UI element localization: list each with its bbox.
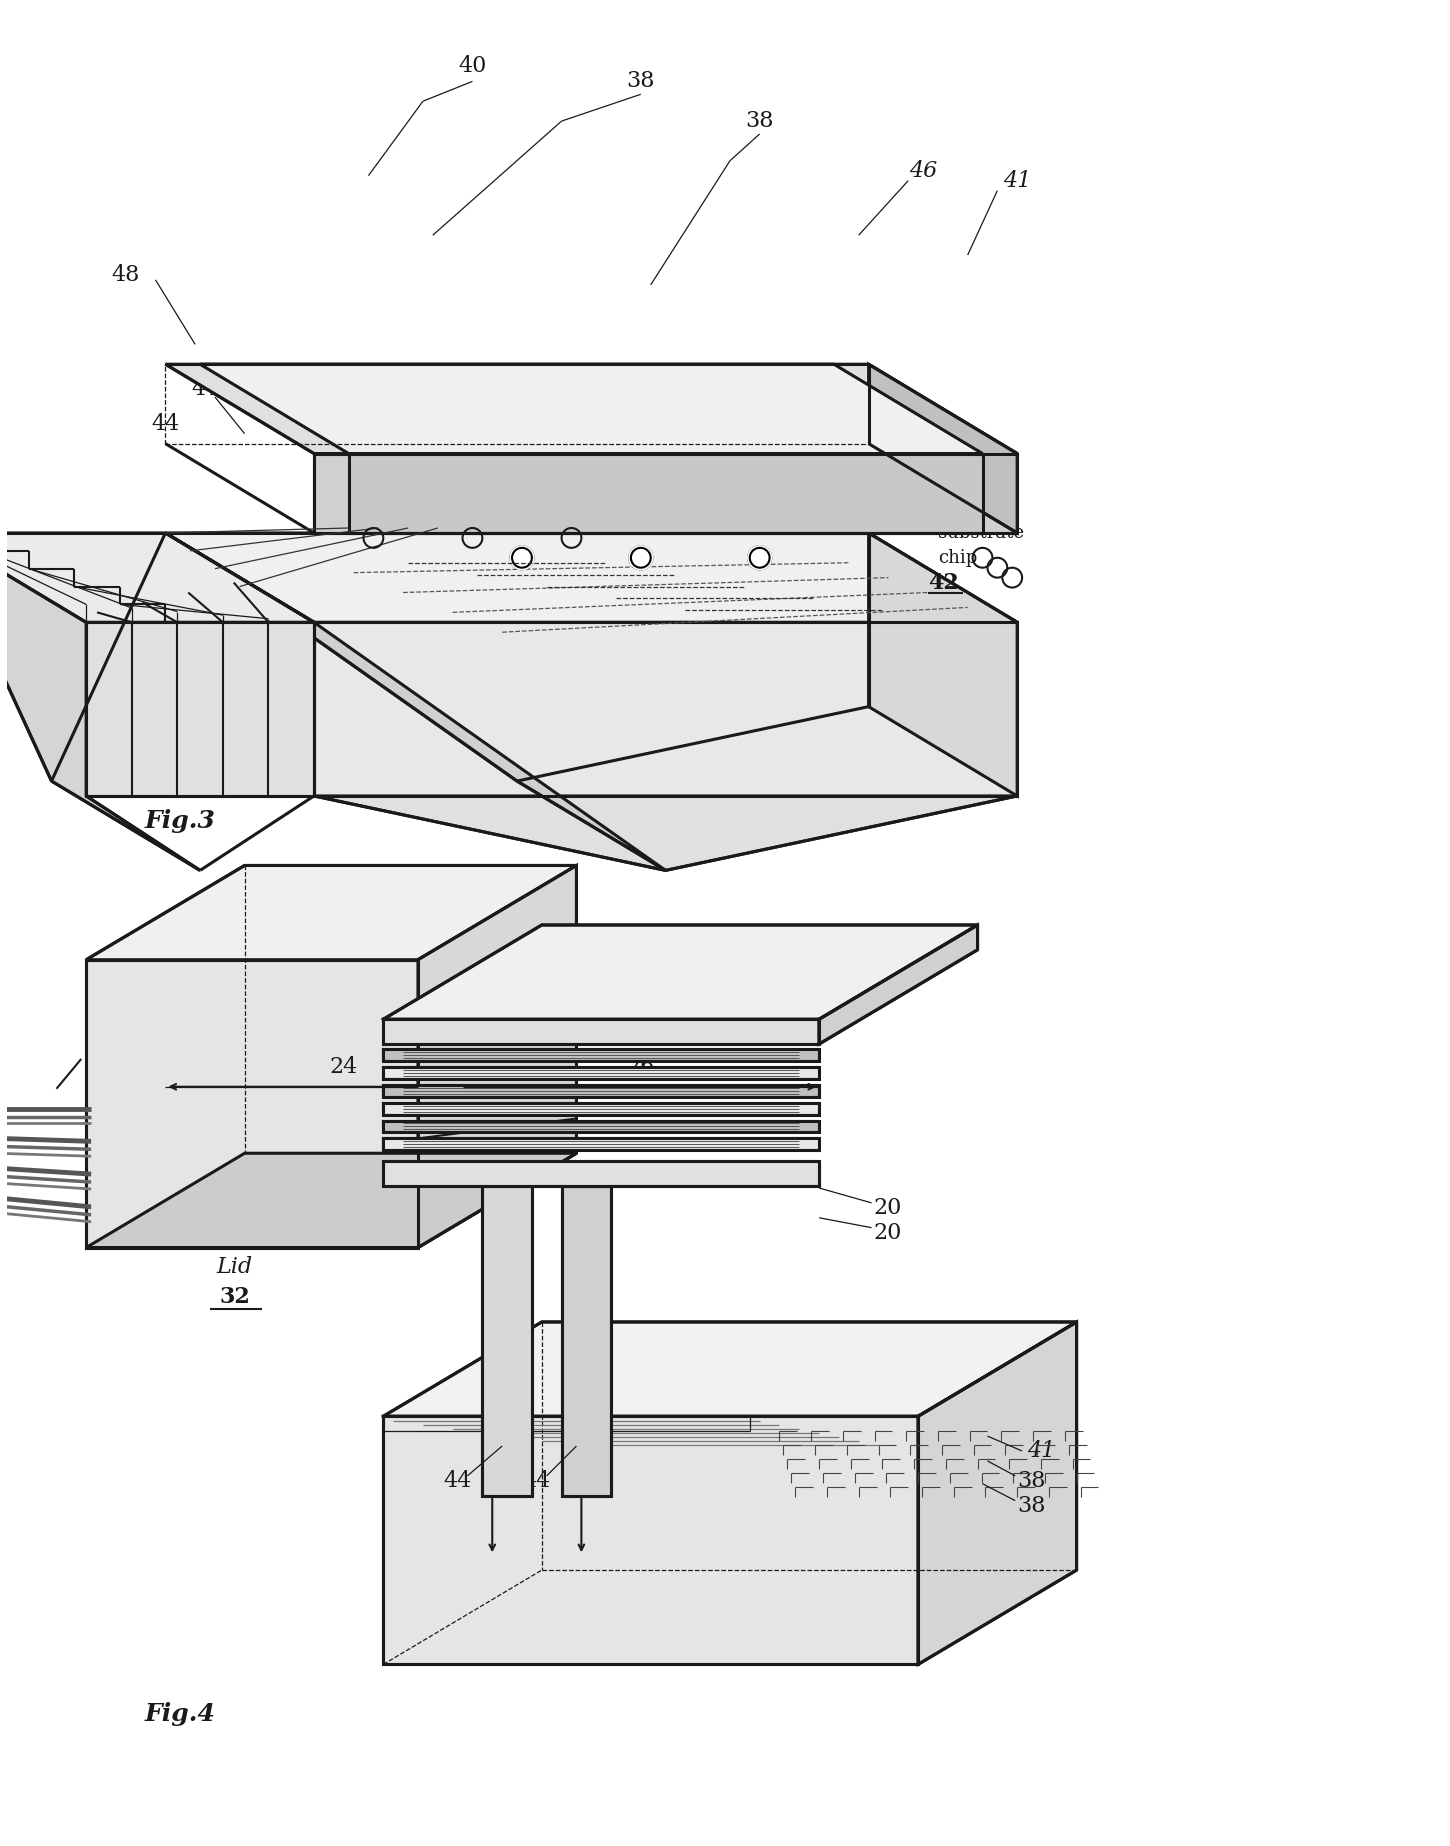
Circle shape	[748, 546, 771, 570]
Text: 40: 40	[458, 55, 487, 78]
Polygon shape	[869, 364, 1016, 533]
Polygon shape	[0, 533, 315, 622]
Polygon shape	[86, 866, 577, 960]
Polygon shape	[0, 533, 200, 871]
Text: substrate: substrate	[938, 524, 1024, 543]
Polygon shape	[383, 1416, 918, 1665]
Circle shape	[748, 546, 771, 570]
Circle shape	[510, 546, 534, 570]
Text: 38: 38	[1016, 1469, 1045, 1492]
Text: Fig.3: Fig.3	[145, 809, 216, 833]
Polygon shape	[86, 960, 418, 1248]
Text: Fig.4: Fig.4	[145, 1702, 216, 1726]
Text: 24: 24	[329, 1056, 358, 1078]
Polygon shape	[383, 1049, 819, 1061]
Circle shape	[510, 546, 534, 570]
Polygon shape	[383, 1067, 819, 1078]
Polygon shape	[165, 533, 666, 871]
Circle shape	[629, 546, 652, 570]
Polygon shape	[918, 1322, 1076, 1665]
Text: chip: chip	[938, 548, 977, 567]
Text: 44: 44	[191, 378, 219, 401]
Text: 20: 20	[873, 1196, 902, 1218]
Polygon shape	[86, 622, 315, 796]
Text: 38: 38	[1016, 1495, 1045, 1517]
Polygon shape	[383, 1019, 819, 1045]
Circle shape	[629, 546, 652, 570]
Polygon shape	[383, 1085, 819, 1097]
Text: 41: 41	[1003, 170, 1031, 192]
Polygon shape	[165, 533, 1016, 622]
Polygon shape	[418, 866, 577, 1248]
Polygon shape	[819, 925, 977, 1045]
Polygon shape	[200, 364, 983, 454]
Polygon shape	[383, 1102, 819, 1115]
Polygon shape	[483, 1185, 532, 1495]
Text: 41: 41	[1027, 1440, 1056, 1462]
Text: 44: 44	[151, 414, 180, 436]
Polygon shape	[383, 925, 977, 1019]
Polygon shape	[383, 1161, 819, 1185]
Polygon shape	[383, 1121, 819, 1132]
Polygon shape	[383, 1322, 1076, 1416]
Text: 44: 44	[522, 1469, 551, 1492]
Text: 38: 38	[745, 111, 774, 133]
Text: 38: 38	[626, 70, 655, 92]
Polygon shape	[315, 796, 1016, 871]
Polygon shape	[348, 454, 983, 533]
Polygon shape	[561, 1185, 610, 1495]
Text: 44: 44	[444, 1469, 471, 1492]
Text: 20: 20	[873, 1222, 902, 1244]
Text: 46: 46	[909, 161, 937, 181]
Text: 26: 26	[626, 1056, 655, 1078]
Polygon shape	[165, 364, 1016, 454]
Text: Lid: Lid	[216, 1257, 252, 1279]
Polygon shape	[869, 533, 1016, 796]
Text: 32: 32	[219, 1287, 251, 1309]
Polygon shape	[315, 454, 1016, 533]
Text: 42: 42	[928, 572, 958, 594]
Polygon shape	[383, 1139, 819, 1150]
Polygon shape	[86, 1154, 577, 1248]
Text: 48: 48	[112, 264, 141, 286]
Polygon shape	[315, 622, 1016, 796]
